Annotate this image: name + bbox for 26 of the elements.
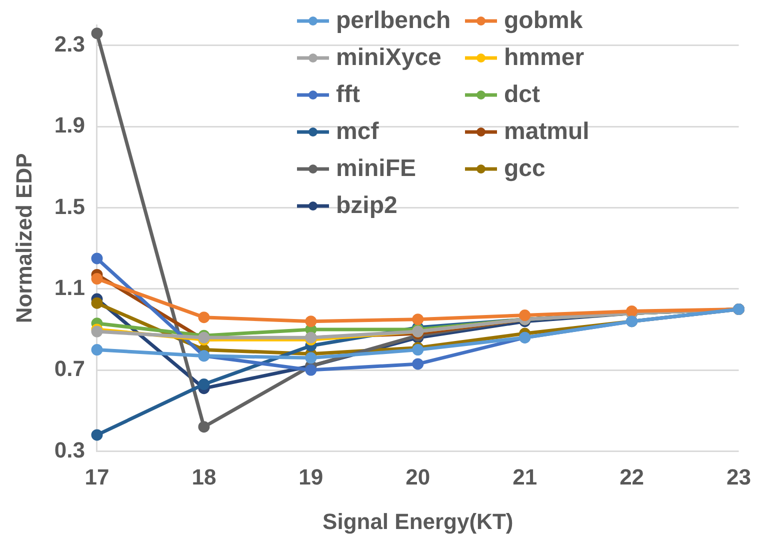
legend-label: miniFE <box>336 154 416 182</box>
y-tick-label: 1.1 <box>54 274 85 300</box>
x-axis-title: Signal Energy(KT) <box>322 508 514 534</box>
y-tick-label: 1.5 <box>54 194 85 219</box>
x-tick-label: 19 <box>298 464 324 490</box>
y-tick-label: 0.7 <box>54 356 85 382</box>
legend-label: perlbench <box>336 6 451 34</box>
y-axis-title: Normalized EDP <box>11 153 36 324</box>
x-tick-label: 18 <box>192 464 216 490</box>
legend-label: matmul <box>504 118 590 146</box>
y-tick-label: 2.3 <box>54 32 85 57</box>
legend-label: fft <box>336 80 360 108</box>
x-tick-label: 22 <box>620 464 644 490</box>
x-tick-label: 21 <box>512 464 538 490</box>
legend-label: dct <box>504 80 540 108</box>
legend-label: gobmk <box>504 6 583 34</box>
y-tick-label: 1.9 <box>54 112 85 138</box>
legend-label: gcc <box>504 154 546 182</box>
legend-label: bzip2 <box>336 192 398 220</box>
legend-label: hmmer <box>504 44 584 72</box>
x-tick-label: 20 <box>406 464 430 490</box>
legend-label: mcf <box>336 118 379 146</box>
x-tick-label: 23 <box>726 464 752 490</box>
x-tick-label: 17 <box>84 464 110 490</box>
legend-label: miniXyce <box>336 44 442 72</box>
y-tick-label: 0.3 <box>54 437 85 462</box>
